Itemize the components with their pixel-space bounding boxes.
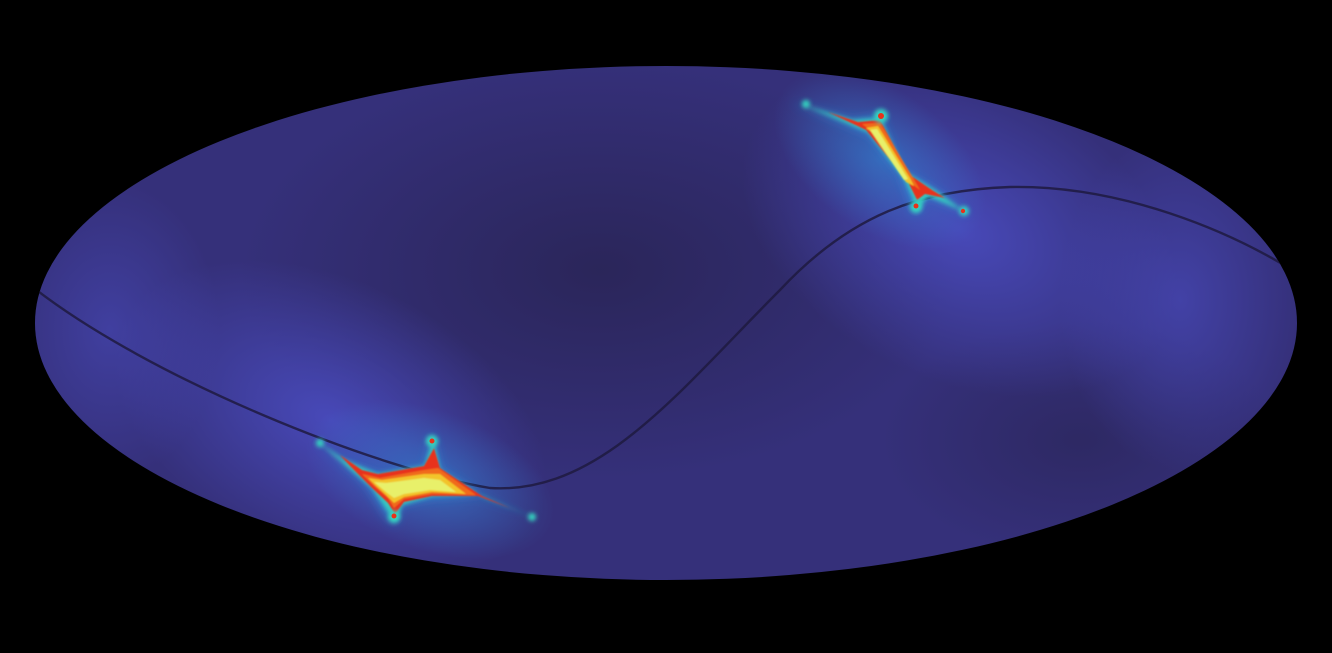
critical-curve [35,185,1297,490]
caustic-upper-right [790,100,970,216]
light-band-right-edge [1060,130,1297,470]
caustic-lower-left [312,432,540,525]
light-band-left-edge [35,180,220,480]
